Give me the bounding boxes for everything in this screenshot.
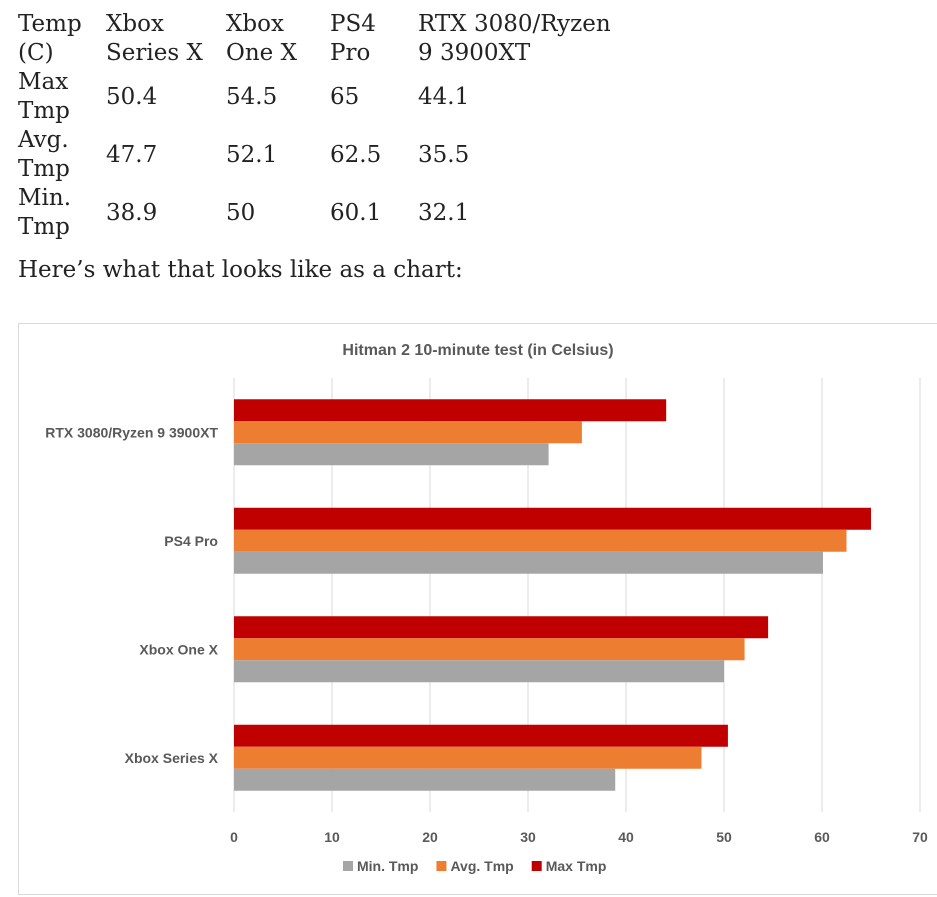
x-tick-label: 20: [422, 829, 438, 845]
category-label: RTX 3080/Ryzen 9 3900XT: [45, 424, 218, 440]
table-header-cell: Temp (C): [18, 11, 82, 66]
bar-min-tmp: [234, 551, 823, 574]
table-row: Max Tmp 50.4 54.5 65 44.1: [14, 68, 632, 126]
bar-max-tmp: [234, 616, 769, 639]
table-cell: 54.5: [226, 83, 278, 110]
table-cell: 44.1: [418, 83, 470, 110]
chart-area: Hitman 2 10-minute test (in Celsius) 0 10 2…: [18, 323, 937, 895]
table-cell: 38.9: [106, 199, 158, 226]
table-header-cell: Xbox One X: [226, 11, 297, 66]
temperature-table: Temp (C) Xbox Series X Xbox One X PS4 Pr…: [14, 10, 632, 242]
table-cell: 32.1: [418, 199, 470, 226]
table-row-label: Max Tmp: [18, 69, 70, 124]
legend-swatch: [343, 861, 353, 871]
legend-swatch: [436, 861, 447, 871]
bar-max-tmp: [234, 399, 667, 422]
bar-min-tmp: [234, 443, 549, 466]
table-cell: 47.7: [106, 141, 158, 168]
table-cell: 50.4: [106, 83, 158, 110]
intro-text: Here’s what that looks like as a chart:: [18, 257, 463, 283]
bar-min-tmp: [234, 768, 616, 791]
x-tick-label: 70: [912, 829, 928, 845]
table-cell: 50: [226, 199, 256, 226]
legend-label: Avg. Tmp: [450, 858, 513, 874]
x-tick-label: 10: [324, 829, 340, 845]
bar-avg-tmp: [234, 421, 582, 444]
table-header-cell: RTX 3080/Ryzen 9 3900XT: [418, 11, 611, 66]
legend-label: Max Tmp: [546, 858, 607, 874]
category-label: PS4 Pro: [164, 533, 218, 549]
table-row: Min. Tmp 38.9 50 60.1 32.1: [14, 184, 632, 242]
x-tick-label: 60: [814, 829, 830, 845]
table-cell: 65: [330, 83, 360, 110]
chart-title: Hitman 2 10-minute test (in Celsius): [342, 342, 613, 359]
table-cell: 62.5: [330, 141, 382, 168]
table-cell: 35.5: [418, 141, 470, 168]
table-header-row: Temp (C) Xbox Series X Xbox One X PS4 Pr…: [14, 10, 632, 68]
table-row: Avg. Tmp 47.7 52.1 62.5 35.5: [14, 126, 632, 184]
legend-swatch: [531, 861, 542, 871]
bar-max-tmp: [234, 507, 871, 530]
category-label: Xbox One X: [139, 641, 218, 657]
bar-chart: Hitman 2 10-minute test (in Celsius) 0 10 2…: [45, 342, 928, 874]
table-header-cell: Xbox Series X: [106, 11, 203, 66]
table-header-cell: PS4 Pro: [330, 11, 376, 66]
bar-max-tmp: [234, 724, 728, 747]
legend-label: Min. Tmp: [357, 858, 418, 874]
table-cell: 52.1: [226, 141, 278, 168]
bar-min-tmp: [234, 660, 724, 683]
bar-avg-tmp: [234, 638, 745, 661]
x-tick-label: 40: [618, 829, 634, 845]
bar-avg-tmp: [234, 529, 847, 552]
table-row-label: Avg. Tmp: [18, 127, 70, 182]
category-label: Xbox Series X: [125, 750, 219, 766]
x-tick-label: 50: [716, 829, 732, 845]
x-tick-label: 0: [230, 829, 238, 845]
x-tick-label: 30: [520, 829, 536, 845]
table-row-label: Min. Tmp: [18, 185, 72, 240]
table-cell: 60.1: [330, 199, 382, 226]
bar-avg-tmp: [234, 746, 702, 769]
